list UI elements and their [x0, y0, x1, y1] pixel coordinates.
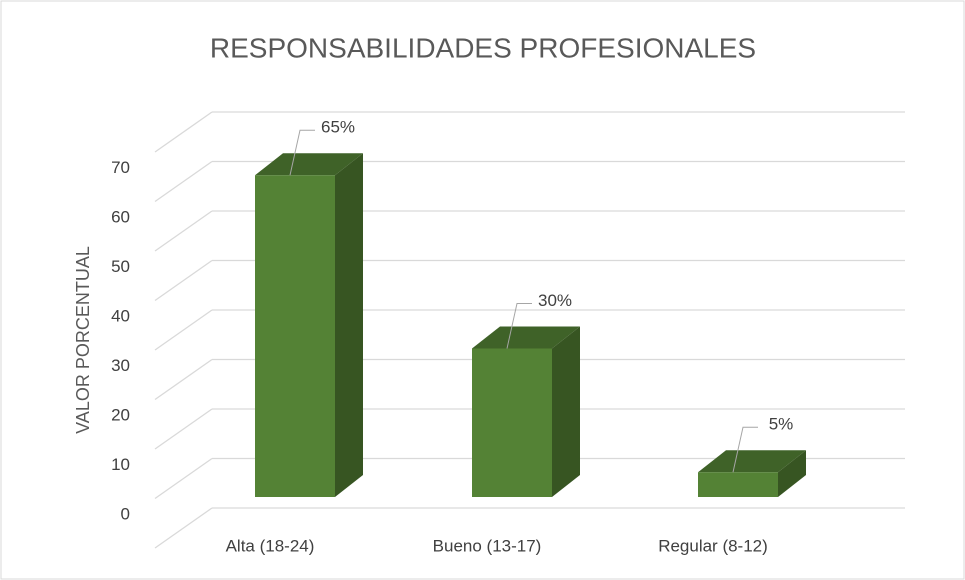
y-tick-label: 40 — [111, 306, 130, 325]
bar-top — [255, 153, 363, 176]
chart-title: RESPONSABILIDADES PROFESIONALES — [210, 32, 756, 63]
grid-diagonal — [154, 408, 213, 450]
x-tick-label: Alta (18-24) — [226, 536, 315, 555]
y-tick-label: 30 — [111, 356, 130, 375]
data-label: 30% — [538, 291, 572, 310]
data-label: 65% — [321, 118, 355, 137]
y-tick-label: 10 — [111, 455, 130, 474]
data-label: 5% — [769, 415, 794, 434]
bar — [698, 472, 778, 497]
grid-diagonal — [154, 210, 213, 252]
grid-diagonal — [154, 457, 213, 500]
bar — [472, 348, 552, 497]
bar-side — [778, 450, 806, 497]
x-tick-label: Bueno (13-17) — [433, 536, 542, 555]
bar-top — [698, 450, 806, 473]
y-tick-label: 20 — [111, 405, 130, 424]
y-tick-label: 70 — [111, 158, 130, 177]
grid-diagonal — [154, 160, 213, 203]
grid-diagonal — [154, 507, 213, 549]
label-leader — [289, 129, 315, 176]
y-tick-label: 50 — [111, 257, 130, 276]
bar — [255, 175, 335, 497]
grid-diagonal — [154, 111, 213, 153]
bar-side — [335, 153, 363, 497]
x-tick-label: Regular (8-12) — [658, 536, 768, 555]
y-tick-label: 0 — [121, 504, 130, 523]
bar-side — [552, 326, 580, 497]
bar-top — [472, 326, 580, 349]
grid-diagonal — [154, 259, 213, 302]
label-leader — [506, 303, 532, 349]
grid-diagonal — [154, 309, 213, 351]
y-tick-label: 60 — [111, 207, 130, 226]
grid-diagonal — [154, 358, 213, 401]
y-axis-label: VALOR PORCENTUAL — [73, 246, 93, 434]
label-leader — [732, 426, 758, 473]
